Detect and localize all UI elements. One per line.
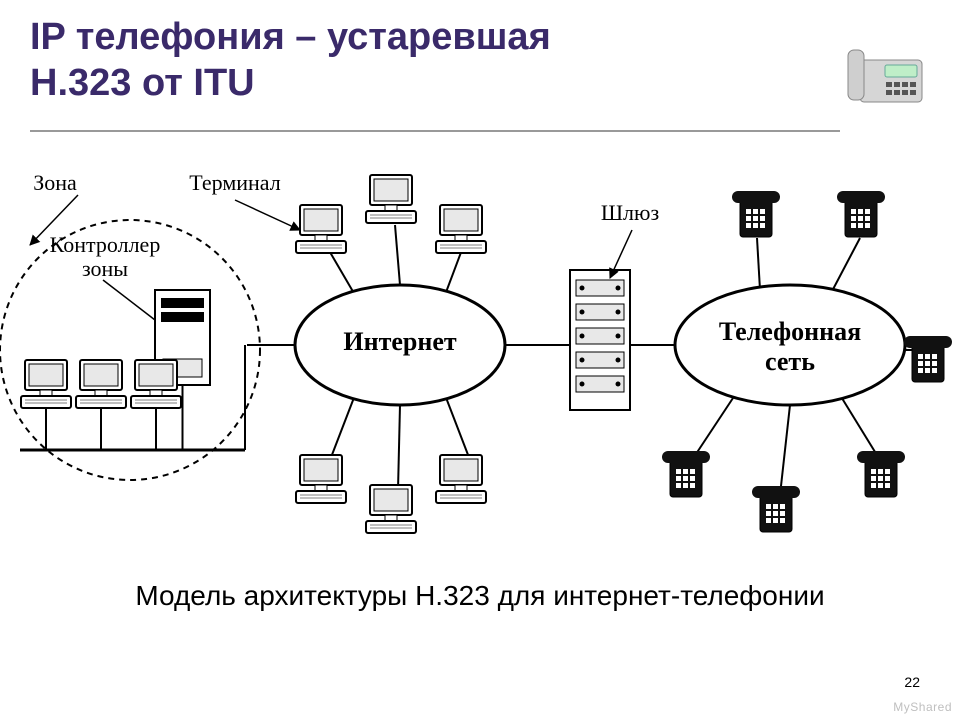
svg-text:Телефонная: Телефонная [719, 317, 861, 346]
svg-text:Шлюз: Шлюз [601, 200, 659, 225]
desk-phone-illustration [840, 10, 940, 110]
svg-text:Терминал: Терминал [189, 170, 280, 195]
svg-text:зоны: зоны [82, 256, 128, 281]
page-number: 22 [904, 674, 920, 690]
svg-text:Контроллер: Контроллер [50, 232, 161, 257]
svg-text:сеть: сеть [765, 347, 815, 376]
diagram-caption: Модель архитектуры H.323 для интернет-те… [0, 580, 960, 612]
title-separator [30, 130, 840, 132]
h323-architecture-diagram: Зона Контроллерзоны Терминал Шлюз Интернет Те… [0, 150, 960, 550]
svg-text:Интернет: Интернет [343, 327, 456, 356]
svg-text:Зона: Зона [33, 170, 77, 195]
watermark: MyShared [893, 700, 952, 714]
page-title: IP телефония – устаревшая H.323 от ITU [30, 15, 590, 106]
